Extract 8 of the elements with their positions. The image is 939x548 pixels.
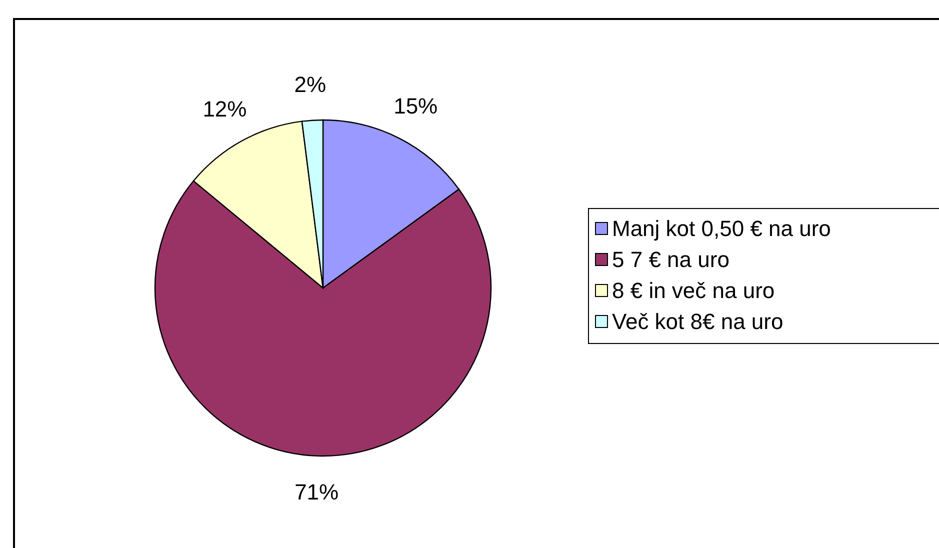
data-label: 15% <box>394 94 438 119</box>
legend-label: 8 € in več na uro <box>612 278 775 304</box>
data-label: 71% <box>294 479 339 504</box>
legend-label: 5 7 € na uro <box>612 246 730 272</box>
data-label: 2% <box>294 72 326 97</box>
data-label: 12% <box>202 96 247 122</box>
legend-label: Manj kot 0,50 € na uro <box>612 216 831 242</box>
legend-label: Več kot 8€ na uro <box>612 308 784 334</box>
